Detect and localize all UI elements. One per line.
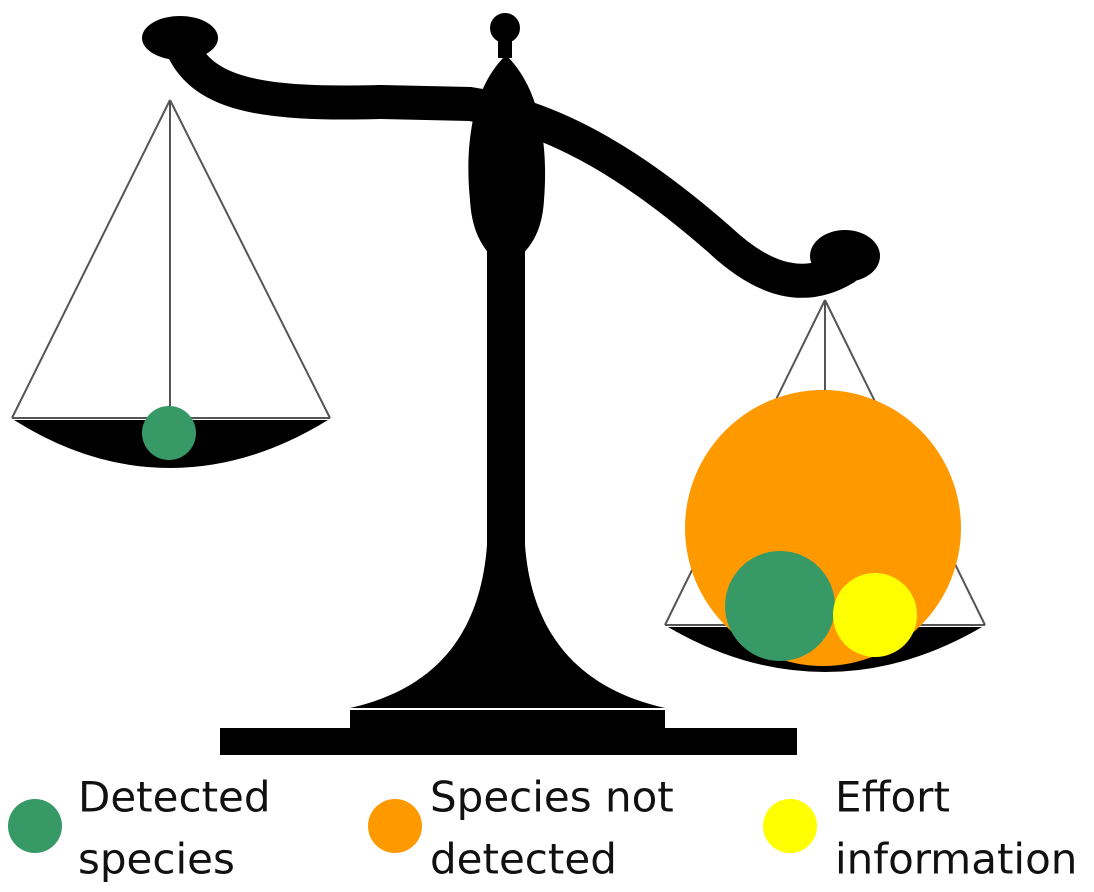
legend: Detected species Species not detected Ef… xyxy=(8,773,1077,884)
effort-weight xyxy=(833,573,917,657)
legend-swatch xyxy=(368,799,422,853)
detected-weight-right xyxy=(725,551,835,661)
legend-label: species xyxy=(78,835,235,884)
detected-weight-left xyxy=(142,406,196,460)
legend-swatch xyxy=(763,799,817,853)
legend-label: Species not xyxy=(430,773,674,822)
legend-label: detected xyxy=(430,835,617,884)
legend-label: Effort xyxy=(835,773,950,822)
legend-label: information xyxy=(835,835,1077,884)
legend-label: Detected xyxy=(78,773,271,822)
legend-swatch xyxy=(8,799,62,853)
balance-diagram: Detected species Species not detected Ef… xyxy=(0,0,1094,892)
